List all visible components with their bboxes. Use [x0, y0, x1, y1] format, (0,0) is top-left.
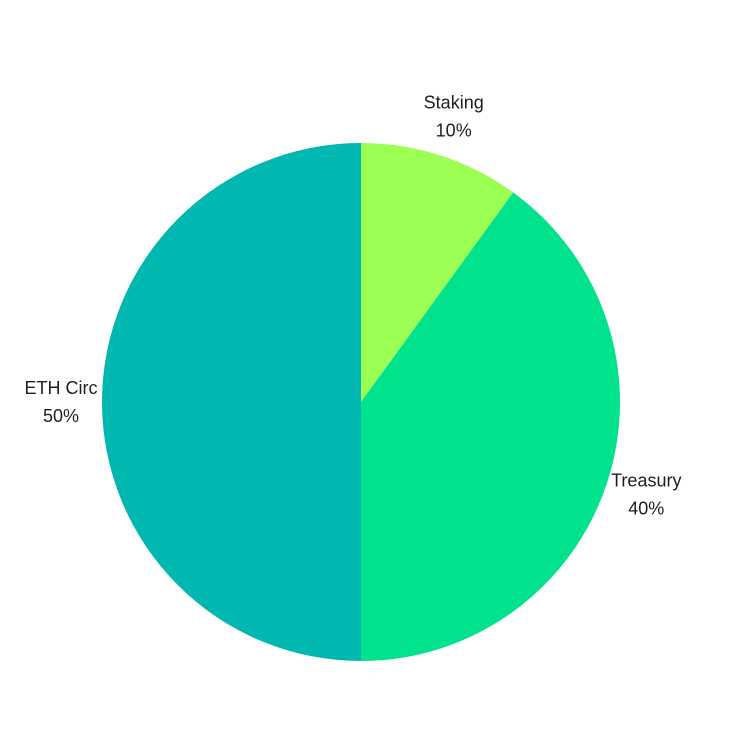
slice-label-value: 50% [43, 406, 79, 426]
slice-label-name: Staking [424, 93, 484, 113]
pie-slice-staking [361, 143, 514, 402]
slices-layer [102, 143, 621, 661]
slice-label-name: Treasury [611, 471, 681, 491]
pie-slice-eth-circ [102, 143, 361, 661]
slice-label-value: 10% [436, 121, 472, 141]
slice-label-name: ETH Circ [25, 378, 98, 398]
labels-layer: Staking 10% Treasury 40% ETH Circ 50% [25, 93, 682, 519]
pie-slice-treasury [361, 192, 621, 661]
slice-label-value: 40% [628, 499, 664, 519]
